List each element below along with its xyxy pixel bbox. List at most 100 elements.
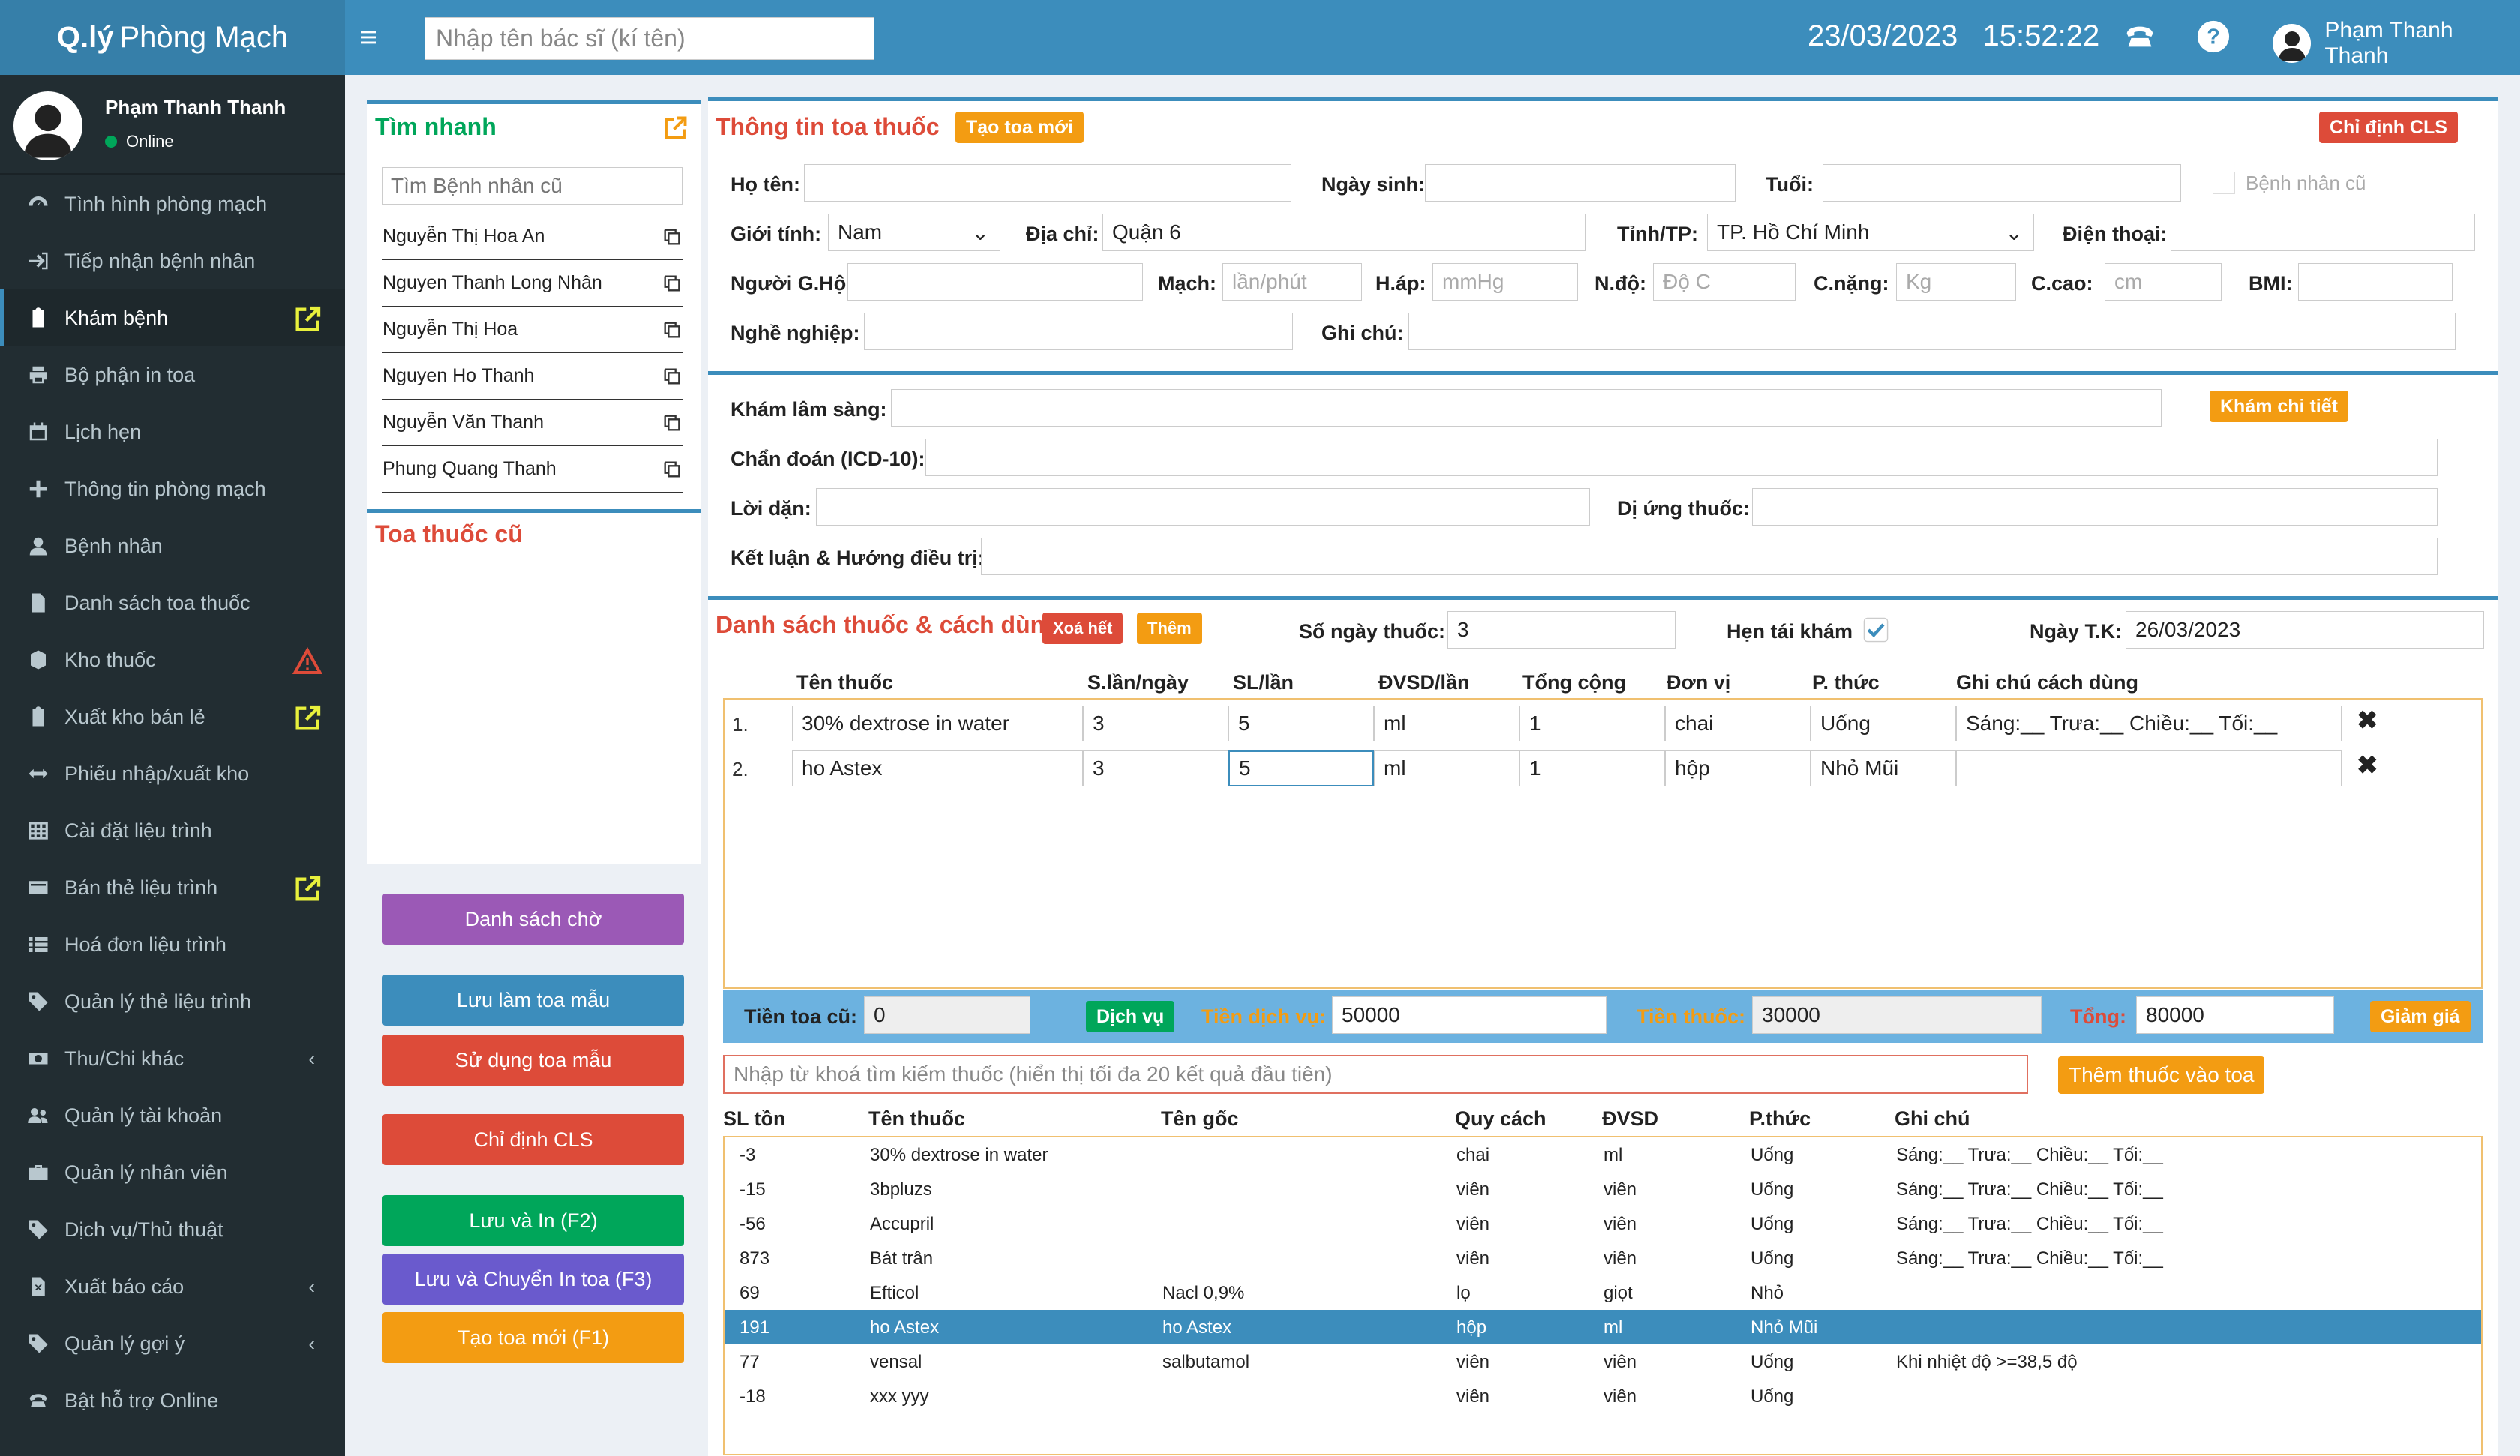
list-item[interactable]: Nguyễn Thị Hoa — [382, 307, 682, 353]
add-medicine-button[interactable]: Thêm thuốc vào toa — [2058, 1056, 2265, 1094]
usage-note-input[interactable]: Sáng:__ Trưa:__ Chiều:__ Tối:__ — [1956, 706, 2342, 741]
table-row[interactable]: 873 Bát trân viên viên Uống Sáng:__ Trưa:__ C… — [740, 1248, 2163, 1269]
guardian-field[interactable] — [848, 263, 1143, 301]
sidebar-item-stock-slips[interactable]: Phiếu nhập/xuất kho — [0, 745, 345, 802]
app-logo[interactable]: Q.lý Phòng Mạch — [0, 0, 345, 75]
copy-icon[interactable] — [662, 459, 682, 480]
times-per-day-input[interactable]: 3 — [1083, 706, 1228, 741]
phone-field[interactable] — [2170, 214, 2475, 251]
sidebar-item-online-support[interactable]: Bật hỗ trợ Online — [0, 1372, 345, 1429]
gender-select[interactable]: Nam ⌄ — [828, 214, 1000, 251]
table-row[interactable]: -15 3bpluzs viên viên Uống Sáng:__ Trưa:__ Ch… — [740, 1179, 2163, 1200]
add-row-button[interactable]: Thêm — [1137, 613, 1202, 644]
sidebar-item-retail[interactable]: Xuất kho bán lẻ — [0, 688, 345, 745]
sidebar-item-course-settings[interactable]: Cài đặt liệu trình — [0, 802, 345, 859]
address-field[interactable]: Quận 6 — [1102, 214, 1586, 251]
usage-unit-input[interactable]: ml — [1374, 706, 1520, 741]
times-per-day-input[interactable]: 3 — [1083, 750, 1228, 786]
table-row-selected[interactable]: 191 ho Astex ho Astex hộp ml Nhỏ Mũi — [724, 1310, 2481, 1344]
bp-field[interactable]: mmHg — [1432, 263, 1578, 301]
sidebar-item-dashboard[interactable]: Tình hình phòng mạch — [0, 175, 345, 232]
sidebar-item-suggestions[interactable]: Quản lý gợi ý ‹ — [0, 1315, 345, 1372]
total-input[interactable]: 1 — [1520, 750, 1665, 786]
list-item[interactable]: Nguyen Thanh Long Nhân — [382, 260, 682, 307]
table-row[interactable]: -18 xxx yyy viên viên Uống — [740, 1386, 1794, 1407]
doctor-search-input[interactable] — [424, 17, 874, 60]
pulse-field[interactable]: lần/phút — [1222, 263, 1362, 301]
province-select[interactable]: TP. Hồ Chí Minh ⌄ — [1707, 214, 2034, 251]
cls-order-top-button[interactable]: Chỉ định CLS — [2319, 112, 2458, 143]
advice-field[interactable] — [816, 488, 1590, 526]
medicine-name-input[interactable]: 30% dextrose in water — [792, 706, 1083, 741]
age-field[interactable] — [1822, 164, 2181, 202]
remove-row-icon[interactable]: ✖ — [2356, 751, 2378, 780]
unit-input[interactable]: hộp — [1665, 750, 1810, 786]
bmi-field[interactable] — [2298, 263, 2452, 301]
sidebar-item-course-invoices[interactable]: Hoá đơn liệu trình — [0, 916, 345, 973]
diagnosis-field[interactable] — [926, 439, 2438, 476]
name-field[interactable] — [804, 164, 1292, 202]
list-item[interactable]: Phung Quang Thanh — [382, 446, 682, 493]
medicine-name-input[interactable]: ho Astex — [792, 750, 1083, 786]
sidebar-item-reception[interactable]: Tiếp nhận bệnh nhân — [0, 232, 345, 289]
sidebar-item-prescriptions[interactable]: Danh sách toa thuốc — [0, 574, 345, 631]
days-field[interactable]: 3 — [1448, 611, 1676, 649]
list-item[interactable]: Nguyễn Văn Thanh — [382, 400, 682, 446]
copy-icon[interactable] — [662, 366, 682, 387]
sidebar-item-staff[interactable]: Quản lý nhân viên — [0, 1144, 345, 1201]
sidebar-item-income-expense[interactable]: Thu/Chi khác ‹ — [0, 1030, 345, 1087]
save-print-button[interactable]: Lưu và In (F2) — [382, 1195, 684, 1246]
table-row[interactable]: 77 vensal salbutamol viên viên Uống Khi nhiệt … — [740, 1352, 2078, 1372]
sidebar-item-pharmacy[interactable]: Kho thuốc — [0, 631, 345, 688]
user-menu[interactable]: Phạm Thanh Thanh — [2272, 18, 2520, 69]
list-item[interactable]: Nguyen Ho Thanh — [382, 353, 682, 400]
recheck-checkbox[interactable] — [1863, 617, 1888, 643]
cls-order-button[interactable]: Chỉ định CLS — [382, 1114, 684, 1165]
external-link-icon[interactable] — [292, 874, 322, 904]
grand-total-field[interactable]: 80000 — [2136, 996, 2334, 1034]
help-icon[interactable]: ? — [2196, 19, 2230, 54]
table-row[interactable]: -3 30% dextrose in water chai ml Uống Sáng:__… — [740, 1145, 2163, 1165]
sidebar-item-appointments[interactable]: Lịch hẹn — [0, 403, 345, 460]
method-input[interactable]: Nhỏ Mũi — [1810, 750, 1956, 786]
unit-input[interactable]: chai — [1665, 706, 1810, 741]
new-prescription-top-button[interactable]: Tạo toa mới — [956, 112, 1084, 143]
weight-field[interactable]: Kg — [1896, 263, 2016, 301]
sidebar-item-examination[interactable]: Khám bệnh — [0, 289, 345, 346]
phone-icon[interactable] — [2122, 19, 2157, 54]
dob-field[interactable] — [1425, 164, 1736, 202]
external-link-icon[interactable] — [662, 115, 688, 142]
old-patient-search-input[interactable] — [382, 167, 682, 205]
usage-unit-input[interactable]: ml — [1374, 750, 1520, 786]
method-input[interactable]: Uống — [1810, 706, 1956, 741]
usage-note-input[interactable] — [1956, 750, 2342, 786]
height-field[interactable]: cm — [2104, 263, 2222, 301]
temperature-field[interactable]: Độ C — [1653, 263, 1796, 301]
sidebar-item-card-management[interactable]: Quản lý thẻ liệu trình — [0, 973, 345, 1030]
list-item[interactable]: Nguyễn Thị Hoa An — [382, 214, 682, 260]
old-patient-checkbox[interactable] — [2212, 172, 2235, 194]
sidebar-item-reports[interactable]: Xuất báo cáo ‹ — [0, 1258, 345, 1315]
remove-row-icon[interactable]: ✖ — [2356, 706, 2378, 735]
sidebar-item-patients[interactable]: Bệnh nhân — [0, 517, 345, 574]
allergy-field[interactable] — [1752, 488, 2438, 526]
copy-icon[interactable] — [662, 273, 682, 294]
sidebar-item-accounts[interactable]: Quản lý tài khoản — [0, 1087, 345, 1144]
discount-button[interactable]: Giảm giá — [2370, 1001, 2470, 1032]
sidebar-item-print[interactable]: Bộ phận in toa — [0, 346, 345, 403]
new-prescription-button[interactable]: Tạo toa mới (F1) — [382, 1312, 684, 1363]
medicine-search-input[interactable]: Nhập từ khoá tìm kiếm thuốc (hiển thị tố… — [723, 1055, 2028, 1094]
waitlist-button[interactable]: Danh sách chờ — [382, 894, 684, 945]
sidebar-item-sell-course-card[interactable]: Bán thẻ liệu trình — [0, 859, 345, 916]
qty-per-time-input[interactable]: 5 — [1228, 706, 1374, 741]
note-field[interactable] — [1408, 313, 2456, 350]
external-link-icon[interactable] — [292, 703, 322, 733]
table-row[interactable]: -56 Accupril viên viên Uống Sáng:__ Trưa:__ C… — [740, 1214, 2163, 1234]
clear-all-button[interactable]: Xoá hết — [1042, 613, 1124, 644]
conclusion-field[interactable] — [981, 538, 2438, 575]
sidebar-item-services[interactable]: Dịch vụ/Thủ thuật — [0, 1201, 345, 1258]
table-row[interactable]: 69 Efticol Nacl 0,9% lọ giọt Nhỏ — [740, 1283, 1784, 1303]
sidebar-item-clinic-info[interactable]: Thông tin phòng mạch — [0, 460, 345, 517]
menu-toggle-icon[interactable]: ≡ — [360, 21, 378, 54]
recheck-date-field[interactable]: 26/03/2023 — [2126, 611, 2484, 649]
